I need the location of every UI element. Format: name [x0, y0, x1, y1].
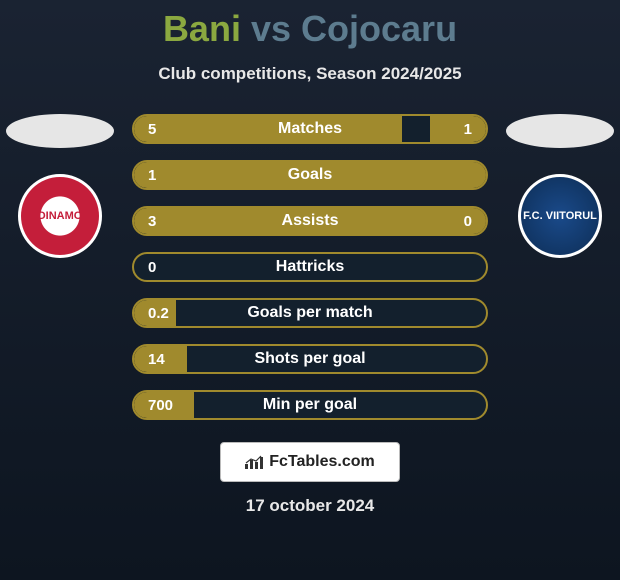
player-left-area: DINAMO [0, 114, 120, 258]
player-silhouette-left [6, 114, 114, 148]
stat-value-left: 0 [148, 259, 156, 276]
club-logo-right-label: F.C. VIITORUL [523, 210, 597, 222]
stat-value-left: 0.2 [148, 305, 169, 322]
stat-row: 1 Goals [132, 160, 488, 190]
stat-value-right: 0 [464, 213, 472, 230]
player1-name: Bani [163, 8, 241, 49]
stat-value-left: 5 [148, 121, 156, 138]
player2-name: Cojocaru [301, 8, 457, 49]
brand-text: FcTables.com [269, 453, 375, 471]
stat-value-left: 14 [148, 351, 165, 368]
stat-label: Matches [278, 120, 342, 138]
stat-fill-right [430, 116, 486, 142]
stat-value-left: 1 [148, 167, 156, 184]
stat-row: 5 Matches 1 [132, 114, 488, 144]
subtitle: Club competitions, Season 2024/2025 [0, 64, 620, 84]
club-logo-left: DINAMO [18, 174, 102, 258]
stat-label: Hattricks [276, 258, 344, 276]
stat-label: Shots per goal [254, 350, 365, 368]
comparison-arena: DINAMO F.C. VIITORUL 5 Matches 1 1 Goals 3 Ass… [0, 114, 620, 420]
date-line: 17 october 2024 [0, 496, 620, 516]
page-title: Bani vs Cojocaru [0, 8, 620, 50]
stat-label: Goals [288, 166, 332, 184]
stat-value-left: 3 [148, 213, 156, 230]
stat-label: Min per goal [263, 396, 357, 414]
stat-row: 14 Shots per goal [132, 344, 488, 374]
vs-word: vs [251, 8, 291, 49]
club-logo-right: F.C. VIITORUL [518, 174, 602, 258]
header: Bani vs Cojocaru Club competitions, Seas… [0, 0, 620, 84]
stat-row: 0 Hattricks [132, 252, 488, 282]
stat-label: Goals per match [247, 304, 372, 322]
stat-row: 700 Min per goal [132, 390, 488, 420]
player-right-area: F.C. VIITORUL [500, 114, 620, 258]
stats-container: 5 Matches 1 1 Goals 3 Assists 0 0 Hattricks 0.2 Goa… [132, 114, 488, 420]
stat-row: 0.2 Goals per match [132, 298, 488, 328]
chart-icon [245, 455, 263, 469]
stat-row: 3 Assists 0 [132, 206, 488, 236]
stat-value-left: 700 [148, 397, 173, 414]
stat-label: Assists [282, 212, 339, 230]
club-logo-left-label: DINAMO [38, 210, 83, 222]
brand-box[interactable]: FcTables.com [220, 442, 400, 482]
stat-fill-left [134, 116, 402, 142]
stat-value-right: 1 [464, 121, 472, 138]
player-silhouette-right [506, 114, 614, 148]
